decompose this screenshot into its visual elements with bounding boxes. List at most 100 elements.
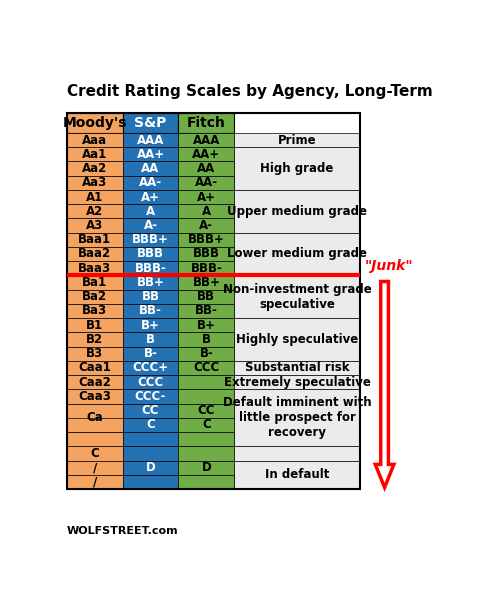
Text: AAA: AAA: [136, 134, 164, 146]
Bar: [122, 361, 178, 375]
Bar: [178, 147, 234, 161]
Text: CC: CC: [197, 404, 214, 417]
Bar: [122, 461, 178, 475]
Bar: [178, 261, 234, 276]
Text: Fitch: Fitch: [186, 116, 225, 130]
Bar: [178, 175, 234, 190]
Text: CCC: CCC: [193, 361, 219, 375]
Bar: [67, 418, 122, 432]
Bar: [122, 261, 178, 276]
Bar: [234, 389, 359, 446]
Text: AA: AA: [141, 162, 159, 175]
Bar: [122, 375, 178, 389]
Text: In default: In default: [264, 468, 329, 481]
Bar: [122, 404, 178, 418]
Text: CC: CC: [141, 404, 159, 417]
Text: AA+: AA+: [136, 148, 164, 161]
Text: Highly speculative: Highly speculative: [235, 333, 357, 346]
Bar: [178, 304, 234, 318]
Bar: [67, 113, 359, 489]
Text: A1: A1: [86, 191, 103, 203]
Bar: [67, 347, 122, 361]
Bar: [67, 204, 122, 219]
Bar: [178, 432, 234, 446]
Text: A+: A+: [141, 191, 160, 203]
Text: Ba1: Ba1: [82, 276, 107, 289]
Text: Moody's: Moody's: [62, 116, 127, 130]
Text: B2: B2: [86, 333, 103, 346]
Text: A+: A+: [197, 191, 215, 203]
Text: A-: A-: [143, 219, 157, 232]
Bar: [234, 276, 359, 318]
Text: AA-: AA-: [195, 176, 217, 189]
Bar: [67, 290, 122, 304]
Bar: [122, 190, 178, 204]
Text: B+: B+: [197, 319, 215, 331]
Bar: [67, 404, 122, 432]
Bar: [178, 232, 234, 247]
Text: Default imminent with
little prospect for
recovery: Default imminent with little prospect fo…: [222, 396, 371, 439]
Text: Aa3: Aa3: [82, 176, 107, 189]
Bar: [178, 290, 234, 304]
Text: AA-: AA-: [139, 176, 162, 189]
Bar: [67, 332, 122, 347]
Bar: [122, 161, 178, 175]
Text: Prime: Prime: [277, 134, 316, 146]
Text: BB+: BB+: [192, 276, 220, 289]
Bar: [178, 404, 234, 418]
Text: BB-: BB-: [195, 305, 217, 317]
Bar: [122, 389, 178, 404]
Text: Substantial risk: Substantial risk: [244, 361, 348, 375]
Bar: [178, 361, 234, 375]
Bar: [67, 147, 122, 161]
Bar: [178, 375, 234, 389]
Text: A3: A3: [86, 219, 103, 232]
Bar: [67, 175, 122, 190]
Bar: [122, 304, 178, 318]
Text: BB-: BB-: [139, 305, 162, 317]
Bar: [234, 446, 359, 461]
Bar: [67, 276, 122, 290]
Text: A-: A-: [199, 219, 213, 232]
Text: Caa2: Caa2: [78, 376, 111, 388]
Text: Aaa: Aaa: [82, 134, 107, 146]
Text: Lower medium grade: Lower medium grade: [227, 248, 366, 260]
Bar: [122, 475, 178, 489]
Bar: [67, 261, 122, 276]
Bar: [178, 113, 234, 133]
Bar: [234, 361, 359, 375]
Bar: [122, 147, 178, 161]
Text: Ca: Ca: [86, 412, 103, 424]
Bar: [178, 347, 234, 361]
Bar: [122, 290, 178, 304]
Bar: [122, 332, 178, 347]
Bar: [178, 204, 234, 219]
Bar: [122, 247, 178, 261]
Text: /: /: [92, 461, 97, 474]
Text: A: A: [146, 205, 155, 218]
Bar: [67, 232, 122, 247]
Text: Caa3: Caa3: [78, 390, 111, 403]
Text: BB: BB: [197, 290, 215, 304]
Text: WOLFSTREET.com: WOLFSTREET.com: [67, 526, 178, 535]
Text: C: C: [201, 418, 210, 432]
Text: BBB+: BBB+: [187, 233, 224, 246]
Text: A: A: [201, 205, 211, 218]
Bar: [122, 204, 178, 219]
Polygon shape: [375, 282, 393, 487]
Bar: [67, 247, 122, 261]
Text: BBB-: BBB-: [190, 262, 222, 275]
Bar: [178, 461, 234, 475]
Bar: [178, 190, 234, 204]
Text: High grade: High grade: [260, 162, 333, 175]
Bar: [234, 133, 359, 147]
Text: CCC+: CCC+: [132, 361, 168, 375]
Text: Baa2: Baa2: [78, 248, 111, 260]
Bar: [67, 133, 122, 147]
Bar: [122, 347, 178, 361]
Bar: [67, 461, 122, 475]
Text: BBB: BBB: [193, 248, 219, 260]
Text: Extremely speculative: Extremely speculative: [223, 376, 370, 388]
Text: Aa1: Aa1: [82, 148, 107, 161]
Bar: [178, 247, 234, 261]
